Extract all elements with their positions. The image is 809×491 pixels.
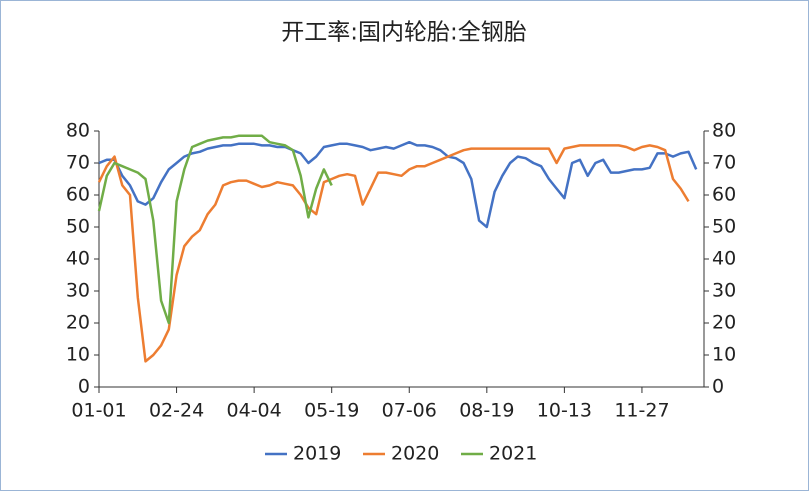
y2-tick-label: 30 xyxy=(712,280,736,302)
x-tick-label: 05-19 xyxy=(304,400,359,422)
legend-label: 2021 xyxy=(489,443,537,465)
y2-tick-label: 50 xyxy=(712,216,736,238)
x-tick-label: 02-24 xyxy=(149,400,204,422)
chart-title: 开工率:国内轮胎:全钢胎 xyxy=(281,20,527,46)
y-tick-label: 70 xyxy=(66,152,90,174)
y2-tick-label: 60 xyxy=(712,184,736,206)
line-series xyxy=(98,140,698,229)
y2-tick-label: 0 xyxy=(712,376,724,398)
y-tick-label: 0 xyxy=(78,376,90,398)
x-tick-label: 11-27 xyxy=(614,400,669,422)
y-tick-label: 40 xyxy=(66,248,90,270)
y2-tick-label: 40 xyxy=(712,248,736,270)
y2-tick-label: 10 xyxy=(712,344,736,366)
legend-label: 2020 xyxy=(391,443,439,465)
y2-tick-label: 80 xyxy=(712,120,736,142)
y-tick-label: 10 xyxy=(66,344,90,366)
y2-tick-label: 20 xyxy=(712,312,736,334)
y-tick-label: 80 xyxy=(66,120,90,142)
x-tick-label: 01-01 xyxy=(71,400,126,422)
legend-label: 2019 xyxy=(293,443,341,465)
line-series xyxy=(97,144,690,363)
x-tick-label: 07-06 xyxy=(382,400,437,422)
y-tick-label: 60 xyxy=(66,184,90,206)
y-tick-label: 20 xyxy=(66,312,90,334)
x-tick-label: 08-19 xyxy=(459,400,514,422)
y-tick-label: 50 xyxy=(66,216,90,238)
y-tick-label: 30 xyxy=(66,280,90,302)
line-series xyxy=(97,134,333,325)
y2-tick-label: 70 xyxy=(712,152,736,174)
x-tick-label: 10-13 xyxy=(537,400,592,422)
x-tick-label: 04-04 xyxy=(227,400,282,422)
